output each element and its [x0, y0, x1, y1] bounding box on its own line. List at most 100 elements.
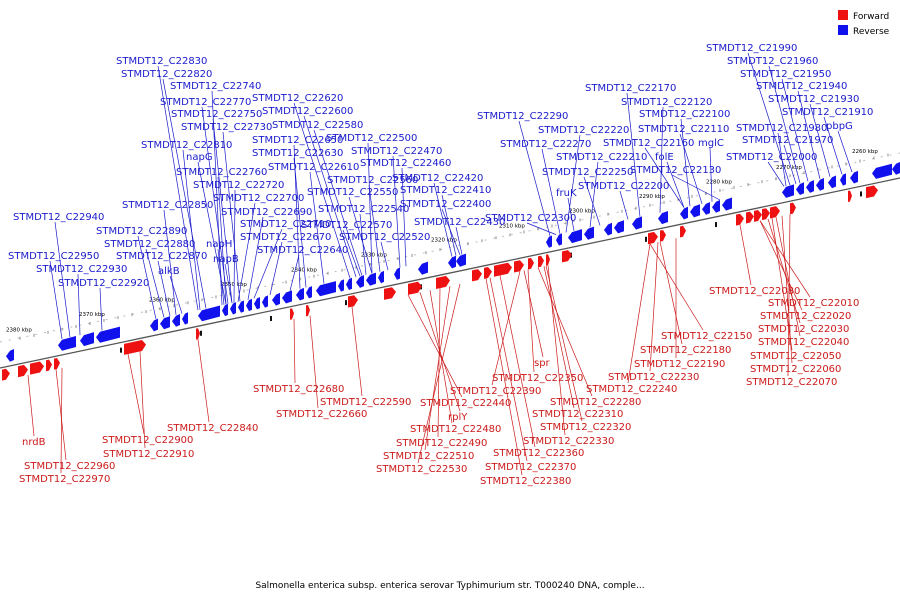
major-tick [860, 191, 862, 197]
forward-gene-label: STMDT12_C22310 [532, 409, 623, 420]
forward-gene-label: STMDT12_C22070 [746, 377, 837, 388]
reverse-leader [303, 115, 357, 277]
forward-gene [436, 275, 450, 289]
reverse-gene-label: STMDT12_C22690 [221, 207, 312, 218]
forward-gene [408, 281, 422, 295]
reverse-gene-label: STMDT12_C22890 [96, 226, 187, 237]
reverse-gene [378, 270, 384, 284]
reverse-gene [658, 210, 668, 225]
reverse-gene-label: STMDT12_C21980 [736, 123, 827, 134]
forward-gene-label: STMDT12_C22330 [523, 436, 614, 447]
reverse-gene [272, 292, 280, 306]
reverse-leader [747, 52, 791, 186]
reverse-leader [224, 263, 233, 304]
reverse-gene [850, 170, 858, 184]
forward-gene [754, 209, 762, 222]
reverse-gene-label: STMDT12_C22640 [257, 245, 348, 256]
reverse-leader [293, 102, 351, 279]
forward-gene-label: STMDT12_C22150 [661, 331, 752, 342]
reverse-gene [782, 184, 794, 198]
reverse-leader [162, 78, 207, 309]
forward-gene [538, 255, 544, 268]
reverse-gene-label: STMDT12_C22650 [252, 135, 343, 146]
reverse-gene [568, 229, 582, 244]
forward-gene [746, 211, 754, 224]
tick-label: 2360 kbp [149, 297, 175, 303]
reverse-leader [289, 254, 300, 291]
reverse-leader [455, 226, 463, 255]
reverse-gene [456, 253, 466, 267]
forward-gene-label: STMDT12_C22440 [420, 398, 511, 409]
reverse-gene-label: STMDT12_C21930 [768, 94, 859, 105]
reverse-gene-label: napG [186, 152, 213, 163]
forward-leader [767, 218, 801, 324]
reverse-gene-label: STMDT12_C22420 [392, 173, 483, 184]
reverse-gene-label: STMDT12_C22830 [116, 56, 207, 67]
reverse-gene-label: napB [213, 254, 239, 265]
forward-gene-label: STMDT12_C22040 [758, 337, 849, 348]
reverse-leader [401, 167, 407, 267]
forward-gene-label: STMDT12_C22490 [396, 438, 487, 449]
forward-gene [736, 213, 744, 226]
reverse-gene-label: STMDT12_C22880 [104, 239, 195, 250]
forward-leader [417, 283, 461, 464]
forward-gene-label: STMDT12_C22970 [19, 474, 110, 485]
reverse-gene-label: STMDT12_C22930 [36, 264, 127, 275]
reverse-gene-label: STMDT12_C22430 [414, 217, 505, 228]
tick-label: 2320 kbp [431, 238, 457, 244]
forward-gene-label: STMDT12_C22680 [253, 384, 344, 395]
reverse-gene [632, 216, 642, 230]
reverse-gene [584, 226, 594, 240]
reverse-leader [380, 241, 389, 271]
reverse-leader [54, 221, 71, 338]
forward-leader [523, 270, 544, 358]
reverse-leader [680, 118, 691, 207]
reverse-leader [217, 248, 225, 305]
legend-forward-swatch [838, 10, 848, 20]
legend-reverse-swatch [838, 25, 848, 35]
forward-gene [54, 357, 60, 370]
major-tick [120, 347, 122, 353]
reverse-gene [58, 335, 76, 351]
forward-gene [514, 260, 524, 273]
tick-label: 2260 kbp [852, 149, 878, 155]
forward-leader [547, 265, 566, 436]
reverse-gene-label: napH [206, 239, 232, 250]
reverse-leader [157, 260, 171, 317]
reverse-leader [441, 208, 461, 256]
reverse-gene-label: STMDT12_C22470 [351, 146, 442, 157]
reverse-gene [680, 206, 688, 220]
reverse-leader [809, 103, 831, 177]
reverse-gene-label: STMDT12_C22700 [213, 193, 304, 204]
reverse-leader [619, 190, 629, 220]
reverse-leader [163, 209, 177, 315]
reverse-gene-label: STMDT12_C22810 [141, 140, 232, 151]
reverse-leader [348, 196, 373, 274]
forward-gene [648, 231, 658, 245]
tick-label: 2310 kbp [499, 223, 525, 229]
reverse-leader [541, 148, 561, 234]
reverse-gene-label: STMDT12_C22870 [116, 251, 207, 262]
reverse-leader [293, 157, 307, 288]
reverse-gene-label: STMDT12_C22560 [327, 175, 418, 186]
backbone-line-lower [0, 177, 900, 369]
forward-gene [46, 359, 52, 372]
forward-leader [139, 351, 146, 449]
reverse-leader [309, 171, 325, 284]
reverse-gene-label: STMDT12_C22760 [176, 167, 267, 178]
reverse-leader [137, 235, 157, 320]
forward-gene-label: STMDT12_C22020 [760, 311, 851, 322]
reverse-gene-label: STMDT12_C22520 [339, 232, 430, 243]
tick-label: 2300 kbp [569, 209, 595, 215]
forward-leader [739, 224, 752, 286]
reverse-gene-label: STMDT12_C22580 [272, 120, 363, 131]
reverse-gene [182, 312, 188, 325]
forward-leader [485, 278, 523, 476]
forward-gene [30, 361, 44, 375]
reverse-gene-label: STMDT12_C22770 [160, 97, 251, 108]
reverse-gene-label: STMDT12_C22130 [630, 165, 721, 176]
leader-lines [27, 52, 853, 476]
reverse-gene [418, 261, 428, 275]
reverse-leader [589, 161, 599, 228]
